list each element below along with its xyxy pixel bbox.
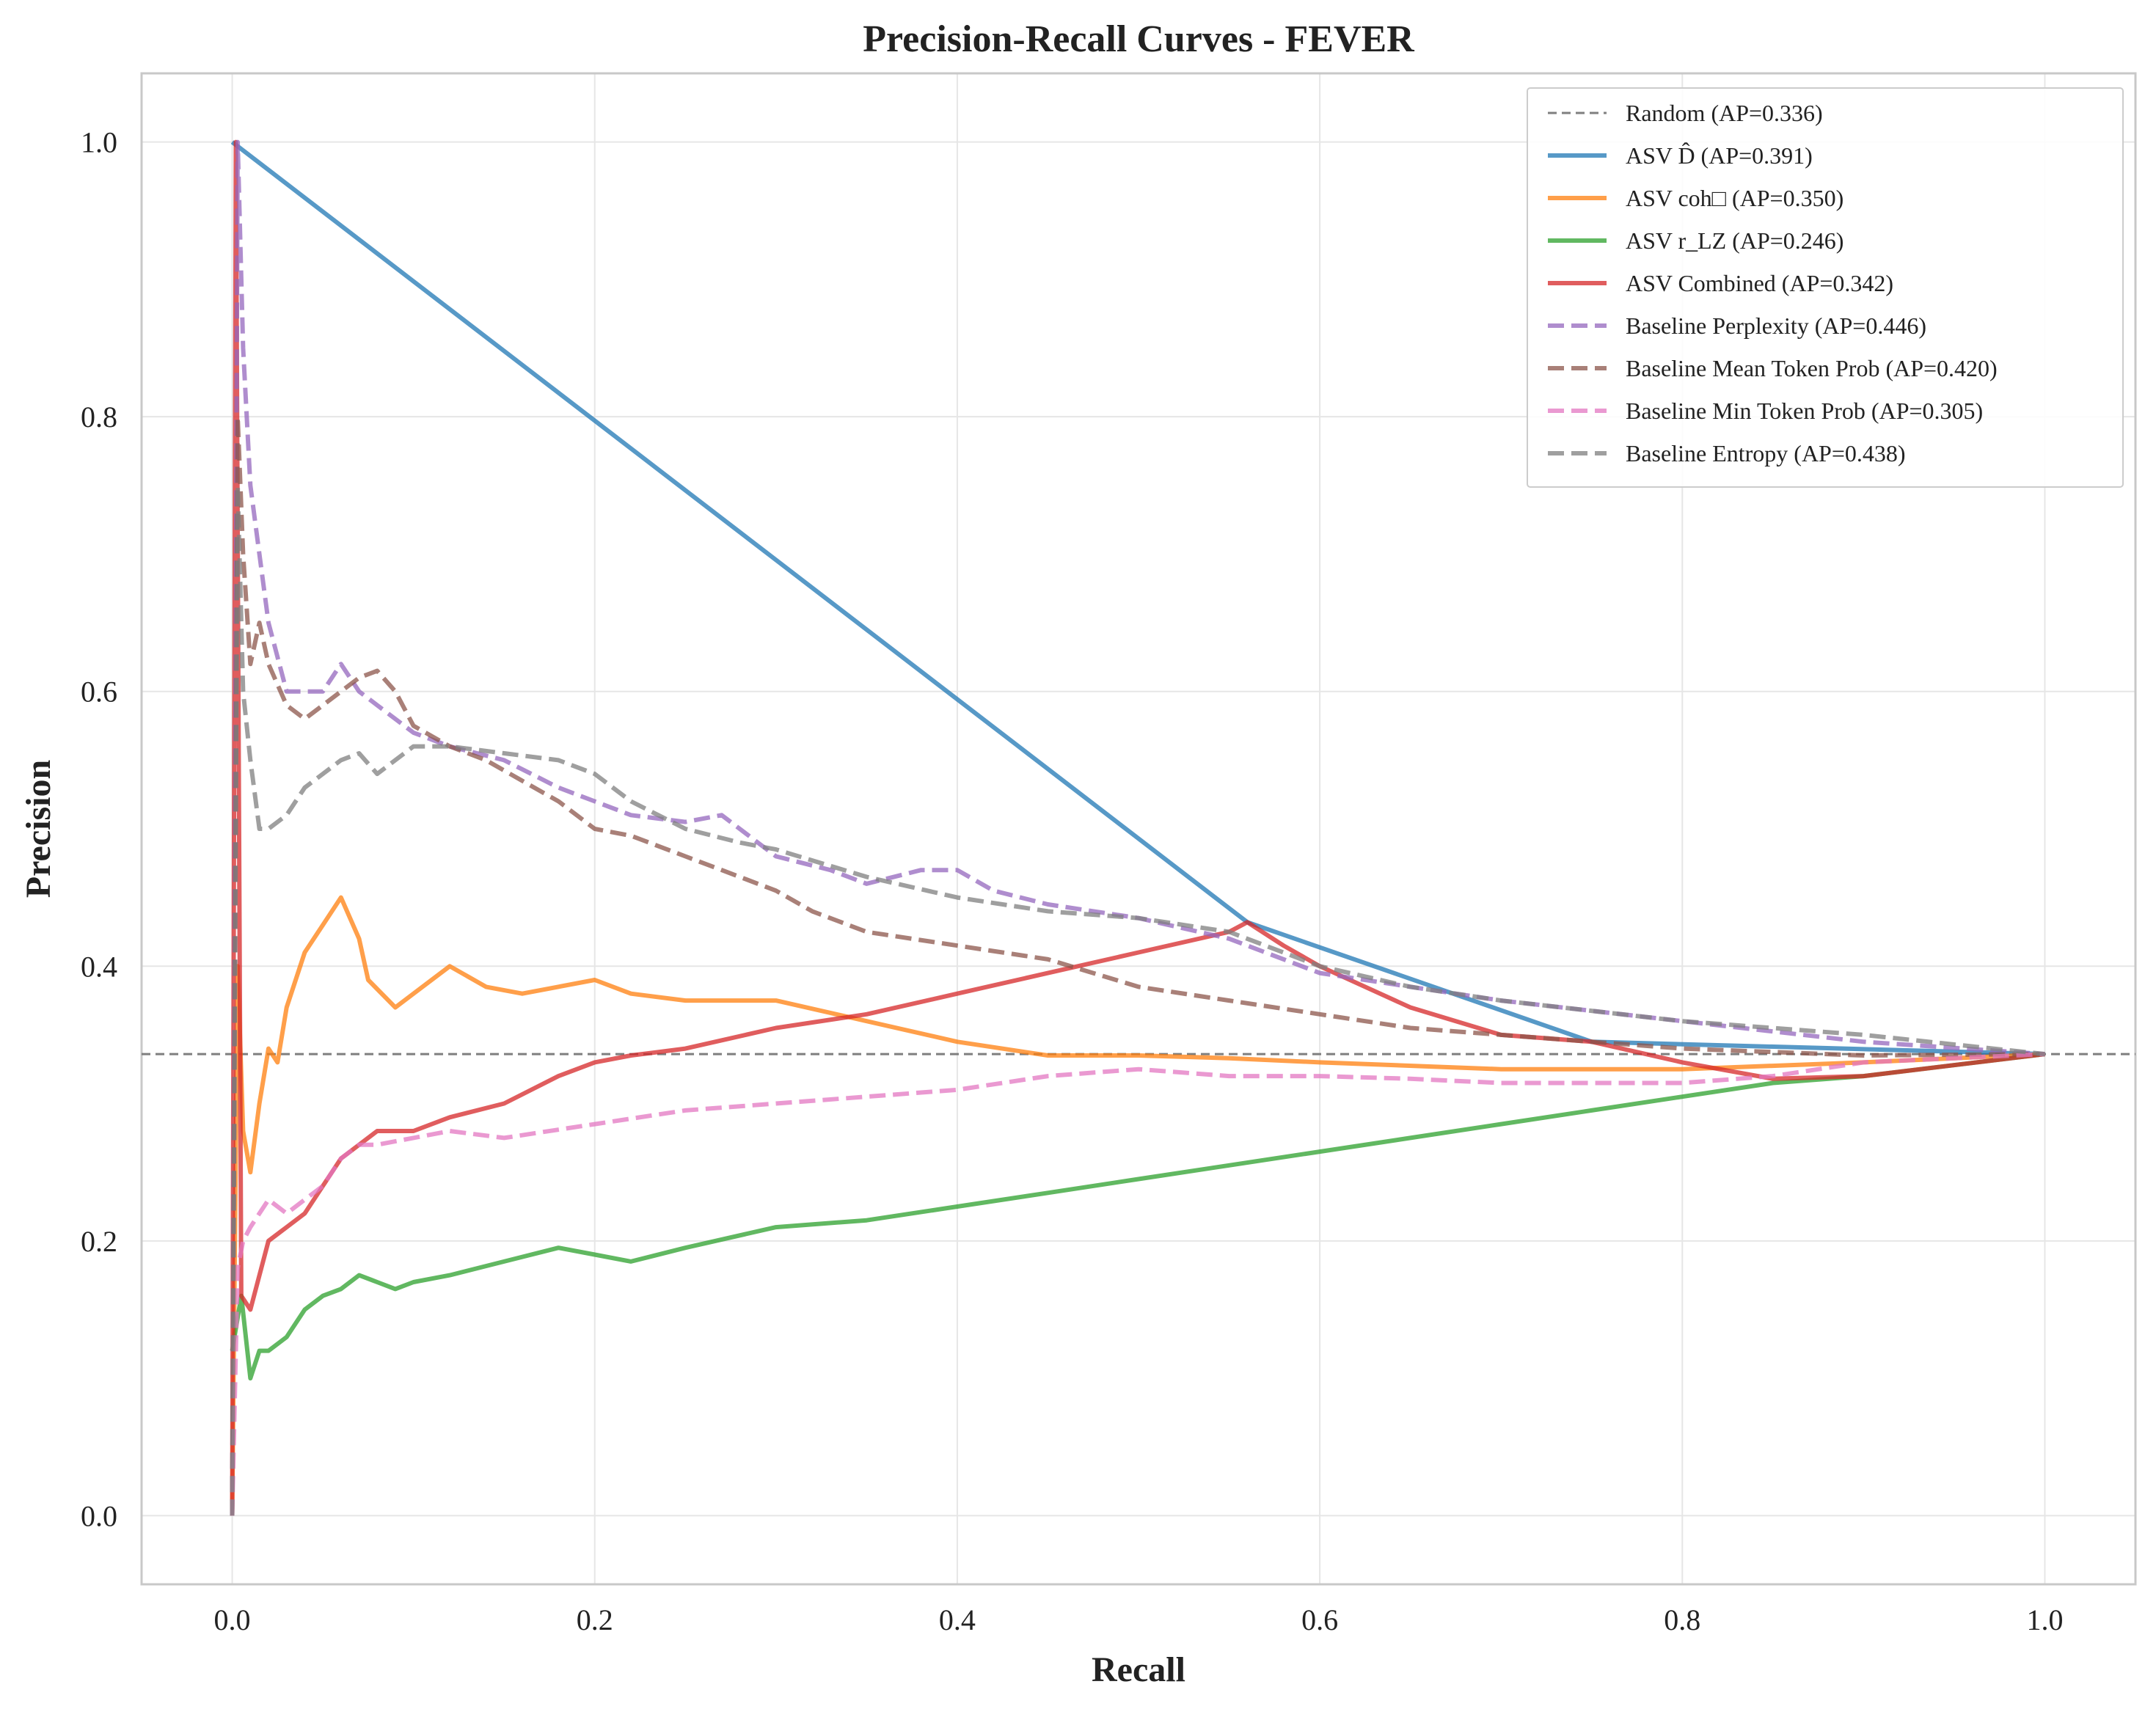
series-line-8 <box>230 483 2045 1516</box>
plot-frame <box>140 72 2137 1586</box>
series-line-7 <box>230 1052 2045 1516</box>
legend-label-8: Baseline Entropy (AP=0.438) <box>1626 440 1906 466</box>
legend-label-4: ASV Combined (AP=0.342) <box>1626 270 1893 296</box>
tick-layer: 0.0 0.2 0.4 0.6 0.8 1.0 0.0 0.2 0.4 0.6 0.8 1.0 <box>81 126 2063 1636</box>
x-tick-label: 0.6 <box>1301 1603 1338 1636</box>
x-tick-label: 1.0 <box>2026 1603 2063 1636</box>
series-line-1 <box>230 140 2045 1057</box>
x-tick-label: 0.2 <box>577 1603 613 1636</box>
series-line-2 <box>230 895 2045 1516</box>
y-tick-label: 0.2 <box>81 1225 117 1258</box>
y-tick-label: 0.4 <box>81 950 117 983</box>
legend-label-6: Baseline Mean Token Prob (AP=0.420) <box>1626 355 1998 381</box>
y-tick-label: 0.6 <box>81 676 117 709</box>
legend: Random (AP=0.336) ASV D̂ (AP=0.391) ASV co… <box>1527 87 2124 488</box>
legend-label-7: Baseline Min Token Prob (AP=0.305) <box>1626 398 1983 424</box>
chart-title: Precision-Recall Curves - FEVER <box>863 18 1415 60</box>
legend-label-5: Baseline Perplexity (AP=0.446) <box>1626 312 1926 339</box>
y-tick-label: 1.0 <box>81 126 117 159</box>
series-line-3 <box>230 1052 2045 1381</box>
y-axis-label: Precision <box>19 760 58 898</box>
x-tick-label: 0.8 <box>1664 1603 1700 1636</box>
x-axis-label: Recall <box>1092 1650 1185 1689</box>
legend-label-1: ASV D̂ (AP=0.391) <box>1626 142 1813 169</box>
x-tick-label: 0.4 <box>939 1603 976 1636</box>
legend-label-2: ASV coh□ (AP=0.350) <box>1626 185 1843 211</box>
legend-box <box>1527 87 2124 488</box>
series-line-5 <box>230 139 2045 1516</box>
legend-label-0: Random (AP=0.336) <box>1626 100 1823 126</box>
series-line-6 <box>230 414 2045 1516</box>
legend-label-3: ASV r_LZ (AP=0.246) <box>1626 227 1843 254</box>
x-tick-label: 0.0 <box>214 1603 251 1636</box>
y-tick-label: 0.8 <box>81 400 117 433</box>
series-line-4 <box>230 139 2045 1516</box>
y-tick-label: 0.0 <box>81 1499 117 1532</box>
series-layer <box>142 139 2135 1516</box>
